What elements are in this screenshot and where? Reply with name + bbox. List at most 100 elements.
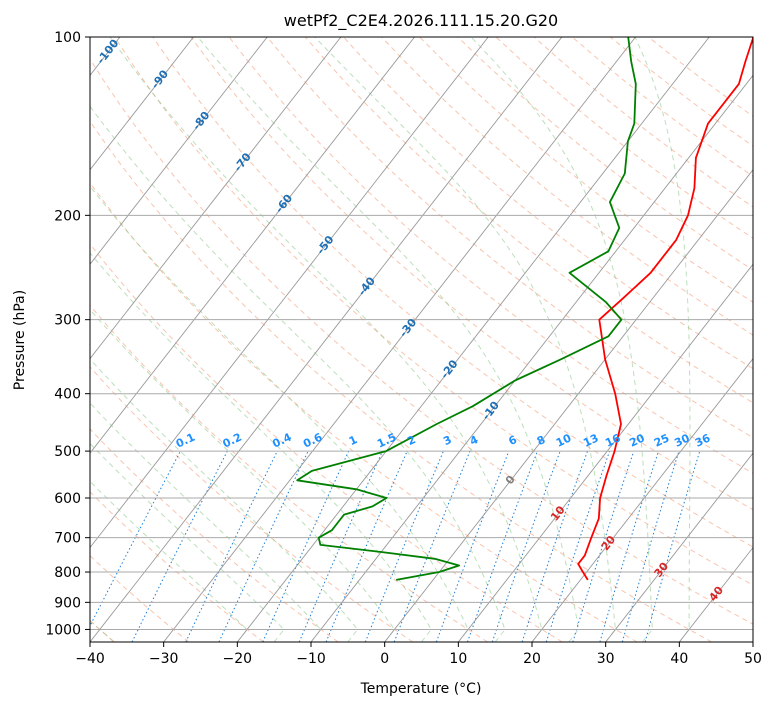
mixing-ratio-label: 0.6 xyxy=(301,430,324,450)
mixing-ratio-line xyxy=(325,450,408,642)
isotherm-line xyxy=(90,37,415,454)
label-layer: -100-90-80-70-60-50-40-30-20-10010203040… xyxy=(94,37,726,604)
isotherm-label: -80 xyxy=(190,109,213,133)
mixing-ratio-line xyxy=(467,450,538,642)
moist-adiabat xyxy=(90,308,396,642)
moist-adiabat xyxy=(470,37,653,642)
isotherm-label: 40 xyxy=(706,584,726,604)
mixing-ratio-line xyxy=(545,450,611,642)
isotherm-line xyxy=(605,452,753,642)
y-tick-label: 200 xyxy=(54,208,81,224)
x-tick-label: 10 xyxy=(449,651,467,667)
mixing-ratio-line xyxy=(491,450,561,642)
mixing-ratio-line xyxy=(644,450,701,642)
x-tick-label: −40 xyxy=(75,651,105,667)
mixing-ratio-line xyxy=(131,450,228,642)
dry-adiabat xyxy=(304,37,753,404)
x-tick-label: 50 xyxy=(744,651,762,667)
mixing-ratio-line xyxy=(521,450,588,642)
x-tick-label: −20 xyxy=(223,651,253,667)
dry-adiabat xyxy=(343,37,753,370)
mixing-ratio-label: 30 xyxy=(672,431,692,449)
isotherm-label: -10 xyxy=(480,399,503,423)
mixing-ratio-line xyxy=(435,450,510,642)
moist-adiabat xyxy=(634,37,691,642)
x-tick-label: 40 xyxy=(670,651,688,667)
plot-frame xyxy=(89,36,754,643)
isotherm-line xyxy=(90,37,489,549)
isotherm-label: -70 xyxy=(231,150,254,174)
mixing-ratio-line xyxy=(572,450,635,642)
dry-adiabat xyxy=(228,37,753,474)
temperature-profile xyxy=(577,37,753,581)
moist-adiabat xyxy=(109,37,543,642)
dry-adiabat xyxy=(90,120,712,642)
isotherm-line xyxy=(90,37,194,171)
mixing-ratio-label: 0.2 xyxy=(221,431,244,451)
isotherm-line xyxy=(90,37,563,642)
isotherm-line xyxy=(752,641,753,642)
x-tick-label: −10 xyxy=(296,651,326,667)
mixing-ratio-line xyxy=(90,450,181,628)
y-tick-label: 1000 xyxy=(45,622,81,638)
dry-adiabat xyxy=(495,37,753,239)
dry-adiabat xyxy=(90,366,414,642)
isotherm-line xyxy=(90,37,342,360)
dry-adiabat xyxy=(90,304,488,642)
moist-adiabat xyxy=(90,442,285,642)
mixing-ratio-label: 36 xyxy=(693,431,713,449)
mixing-ratio-line xyxy=(262,450,350,642)
dry-adiabat xyxy=(114,37,753,586)
dewpoint-profile xyxy=(296,37,637,581)
y-tick-label: 100 xyxy=(54,30,81,46)
isotherm-label: 10 xyxy=(548,503,568,523)
dry-adiabat xyxy=(90,181,638,642)
dry-adiabat xyxy=(457,37,753,271)
mixing-ratio-label: 3 xyxy=(441,433,453,448)
dry-adiabat xyxy=(533,37,753,208)
moist-adiabat xyxy=(314,37,617,642)
mixing-ratio-label: 16 xyxy=(603,431,623,449)
mixing-ratio-label: 6 xyxy=(506,433,519,448)
dry-adiabat xyxy=(90,491,264,642)
x-tick-label: −30 xyxy=(149,651,179,667)
mixing-ratio-line xyxy=(298,450,383,642)
tick-layer: −40 −30 −20 −10 0 10 20 30 40 5010020030040050060… xyxy=(45,30,762,667)
isotherm-label: -50 xyxy=(314,233,337,257)
dry-adiabat xyxy=(90,428,339,642)
dry-adiabat xyxy=(419,37,753,303)
mixing-ratio-label: 13 xyxy=(581,431,600,449)
mixing-ratio-label: 4 xyxy=(468,433,481,448)
dry-adiabat xyxy=(90,58,753,625)
dry-adiabat xyxy=(152,37,753,548)
mixing-ratio-line xyxy=(621,450,680,642)
dry-adiabat xyxy=(90,243,563,642)
moist-adiabat xyxy=(90,358,359,642)
isotherm-label: -20 xyxy=(438,357,461,381)
mixing-ratio-label: 0.1 xyxy=(174,431,197,451)
dry-adiabat xyxy=(381,37,753,336)
y-tick-label: 700 xyxy=(54,531,81,547)
x-tick-label: 0 xyxy=(380,651,389,667)
mixing-ratio-line xyxy=(364,450,444,642)
isotherm-line xyxy=(163,37,636,642)
series-layer xyxy=(296,37,753,581)
isotherm-line xyxy=(384,169,753,642)
mixing-ratio-label: 20 xyxy=(627,431,647,449)
isotherm-label: -40 xyxy=(356,274,379,298)
isotherm-line xyxy=(90,37,268,265)
mixing-ratio-line xyxy=(185,450,278,642)
mixing-ratio-label: 1.5 xyxy=(375,431,398,451)
isotherm-label: 30 xyxy=(652,560,672,580)
mixing-ratio-label: 25 xyxy=(652,431,671,449)
isotherm-line xyxy=(531,357,753,642)
mixing-ratio-label: 1 xyxy=(347,433,359,448)
y-tick-label: 800 xyxy=(54,565,81,581)
grid-layer xyxy=(90,37,753,642)
isotherm-label: 0 xyxy=(503,473,518,487)
moist-adiabat xyxy=(90,105,506,642)
dry-adiabat xyxy=(90,554,190,642)
mixing-ratio-label: 10 xyxy=(554,431,574,449)
y-tick-label: 900 xyxy=(54,595,81,611)
